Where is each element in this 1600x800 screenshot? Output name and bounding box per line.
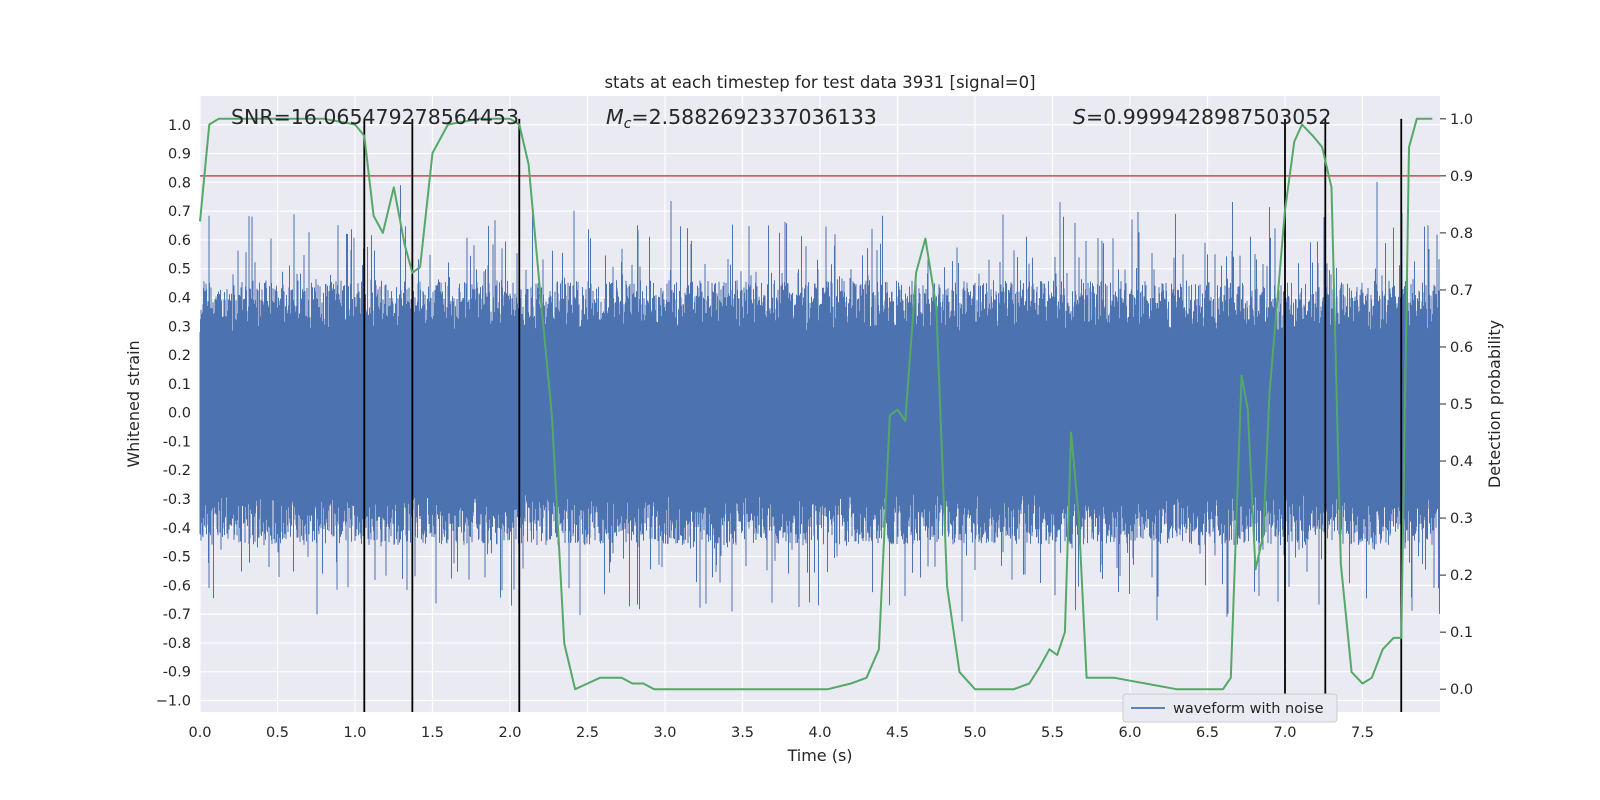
x-tick-label: 4.0: [808, 725, 831, 741]
x-tick-label: 5.0: [963, 725, 986, 741]
y-tick-label: −1.0: [156, 693, 191, 709]
y-tick-label: 0.5: [168, 262, 191, 278]
chirp-mass-annotation: Mc=2.5882692337036133: [606, 105, 877, 132]
x-tick-label: 1.5: [421, 725, 444, 741]
y-tick-label: 0.4: [168, 290, 191, 306]
chirp-mass-symbol: M: [606, 105, 624, 129]
y-right-tick-label: 0.7: [1450, 283, 1473, 299]
x-tick-label: 3.5: [731, 725, 754, 741]
y-right-tick-label: 0.6: [1450, 340, 1473, 356]
x-axis-label: Time (s): [786, 746, 852, 765]
y-right-tick-label: 0.4: [1450, 454, 1473, 470]
x-tick-label: 2.5: [576, 725, 599, 741]
s-annotation: S=0.9999428987503052: [1073, 105, 1331, 129]
s-symbol: S: [1073, 105, 1086, 129]
x-tick-label: 0.0: [188, 725, 211, 741]
y-tick-label: -0.3: [163, 492, 191, 508]
x-tick-label: 7.5: [1351, 725, 1374, 741]
y-tick-label: -0.1: [163, 434, 191, 450]
chirp-mass-value: =2.5882692337036133: [631, 105, 876, 129]
y-tick-label: 0.0: [168, 406, 191, 422]
x-tick-label: 0.5: [266, 725, 289, 741]
y-tick-label: -0.2: [163, 463, 191, 479]
x-tick-label: 4.5: [886, 725, 909, 741]
s-value: =0.9999428987503052: [1086, 105, 1331, 129]
y-right-axis-ticks: 1.0 0.9 0.8 0.7 0.6 0.5 0.4 0.3 0.2 0.1 0.0: [1440, 112, 1473, 698]
chirp-mass-subscript: c: [624, 116, 632, 132]
y-right-tick-label: 0.2: [1450, 568, 1473, 584]
y-tick-label: -0.5: [163, 550, 191, 566]
y-tick-label: 0.3: [168, 319, 191, 335]
y-tick-label: 0.7: [168, 204, 191, 220]
y-tick-label: -0.7: [163, 607, 191, 623]
legend-box: [1122, 693, 1338, 723]
x-tick-label: 6.5: [1196, 725, 1219, 741]
legend-label: waveform with noise: [1173, 701, 1324, 717]
y-right-tick-label: 0.0: [1450, 682, 1473, 698]
y-right-tick-label: 0.1: [1450, 625, 1473, 641]
y-tick-label: -0.9: [163, 665, 191, 681]
y-tick-label: 0.6: [168, 233, 191, 249]
y-right-tick-label: 1.0: [1450, 112, 1473, 128]
y-right-tick-label: 0.9: [1450, 169, 1473, 185]
y-tick-label: -0.8: [163, 636, 191, 652]
y-tick-label: -0.4: [163, 521, 191, 537]
legend: waveform with noise: [1122, 693, 1338, 723]
y-right-tick-label: 0.8: [1450, 226, 1473, 242]
x-tick-label: 1.0: [343, 725, 366, 741]
chart-title: stats at each timestep for test data 393…: [604, 73, 1035, 92]
probability-series: [199, 117, 1433, 691]
y-tick-label: 1.0: [168, 118, 191, 134]
x-tick-label: 6.0: [1118, 725, 1141, 741]
x-tick-label: 7.0: [1273, 725, 1296, 741]
y-tick-label: 0.1: [168, 377, 191, 393]
x-tick-label: 5.5: [1041, 725, 1064, 741]
x-tick-label: 3.0: [653, 725, 676, 741]
y-tick-label: 0.9: [168, 147, 191, 163]
probability-line: [199, 117, 1433, 691]
y-tick-label: 0.2: [168, 348, 191, 364]
snr-annotation: SNR=16.065479278564453: [231, 105, 519, 129]
y-tick-label: 0.8: [168, 175, 191, 191]
y-tick-label: -0.6: [163, 578, 191, 594]
x-tick-label: 2.0: [498, 725, 521, 741]
y-axis-ticks: 1.0 0.9 0.8 0.7 0.6 0.5 0.4 0.3 0.2 0.1 0.0 -0.1 -0.…: [156, 118, 191, 710]
y-right-tick-label: 0.3: [1450, 511, 1473, 527]
x-axis-ticks: 0.0 0.5 1.0 1.5 2.0 2.5 3.0 3.5 4.0 4.5 5.0 5.5 6.0 6…: [188, 725, 1374, 741]
y-right-tick-label: 0.5: [1450, 397, 1473, 413]
y-right-axis-label: Detection probability: [1485, 320, 1504, 488]
y-axis-label: Whitened strain: [124, 340, 143, 467]
